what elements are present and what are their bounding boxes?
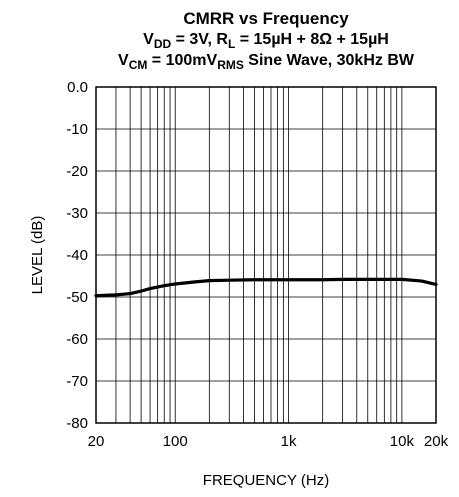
- title-subscript: L: [228, 37, 235, 51]
- x-tick-label: 20k: [424, 433, 449, 450]
- title-line: CMRR vs Frequency: [183, 9, 349, 28]
- title-segment: V: [118, 52, 129, 69]
- x-tick-label: 20: [88, 433, 105, 450]
- y-tick-label: -30: [66, 205, 88, 222]
- x-tick-label: 10k: [390, 433, 415, 450]
- title-segment: = 15µH + 8Ω + 15µH: [235, 31, 389, 48]
- y-tick-labels: 0.0 -10 -20 -30 -40 -50 -60 -70 -80: [66, 79, 88, 432]
- title-line: VCM = 100mVRMS Sine Wave, 30kHz BW: [118, 52, 415, 72]
- x-axis-label: FREQUENCY (Hz): [203, 472, 329, 489]
- x-tick-labels: 20 100 1k 10k 20k: [88, 433, 449, 450]
- title-subscript: CM: [129, 58, 148, 72]
- y-tick-label: -40: [66, 247, 88, 264]
- y-tick-label: -70: [66, 373, 88, 390]
- grid-lines: [95, 86, 437, 424]
- plot-frame: [95, 86, 437, 424]
- title-subscript: RMS: [217, 58, 244, 72]
- y-tick-label: -80: [66, 415, 88, 432]
- y-tick-label: -10: [66, 121, 88, 138]
- y-tick-label: -20: [66, 163, 88, 180]
- data-series: [94, 277, 438, 298]
- title-line: VDD = 3V, RL = 15µH + 8Ω + 15µH: [143, 31, 389, 51]
- y-tick-label: -60: [66, 331, 88, 348]
- title-segment: Sine Wave, 30kHz BW: [244, 52, 415, 69]
- title-segment: = 100mV: [147, 52, 217, 69]
- y-axis-label: LEVEL (dB): [29, 216, 46, 295]
- y-tick-label: -50: [66, 289, 88, 306]
- title-segment: CMRR vs Frequency: [183, 9, 349, 28]
- cmrr-curve: [94, 277, 438, 298]
- title-segment: = 3V, R: [171, 31, 228, 48]
- title-segment: V: [143, 31, 154, 48]
- x-tick-label: 1k: [281, 433, 297, 450]
- x-tick-label: 100: [163, 433, 188, 450]
- y-tick-label: 0.0: [67, 79, 88, 96]
- title-subscript: DD: [154, 37, 172, 51]
